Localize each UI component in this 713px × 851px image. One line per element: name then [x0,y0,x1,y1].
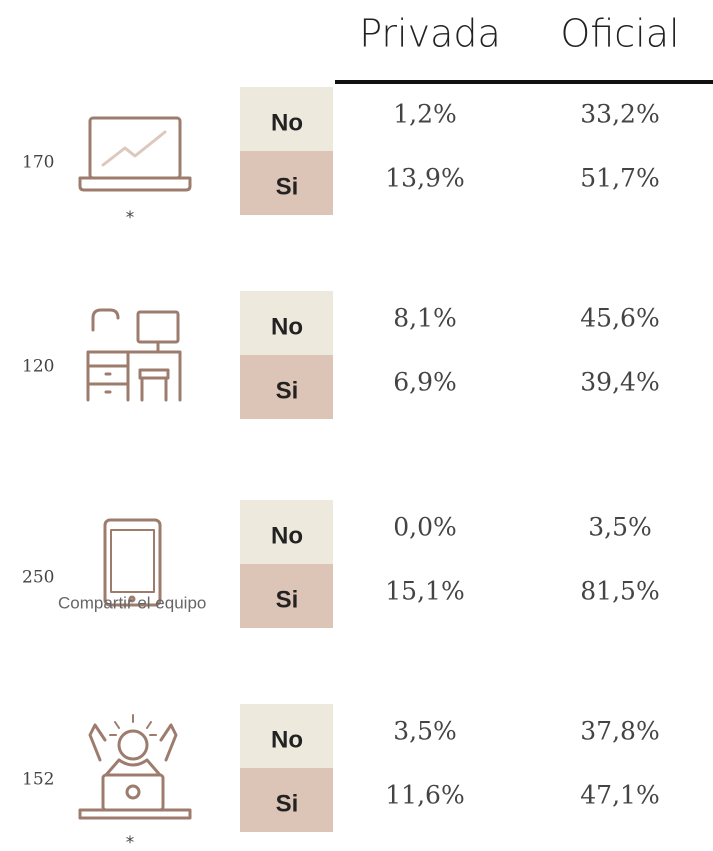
cell-value: 3,5% [393,717,457,746]
row-label-box [240,500,333,564]
group-number: 152 [22,770,54,790]
group-number: 250 [22,568,54,588]
row-label: No [271,313,303,340]
row-label: Si [276,377,299,404]
row-label: No [271,726,303,753]
person-icon [78,714,192,820]
row-label: No [271,522,303,549]
row-label-box [240,87,333,151]
cell-value: 11,6% [385,781,464,810]
row-label-box [240,768,333,832]
cell-value: 0,0% [393,513,457,542]
laptop-icon [78,116,192,192]
cell-value: 33,2% [580,100,659,129]
cell-value: 8,1% [393,304,457,333]
row-label: Si [276,586,299,613]
cell-value: 3,5% [588,513,652,542]
cell-value: 1,2% [393,100,457,129]
overlay-label: Compartir el equipo [58,593,206,612]
note-mark: * [126,833,135,851]
row-label-box [240,564,333,628]
group-number: 170 [22,153,54,173]
row-label: Si [276,173,299,200]
cell-value: 45,6% [580,304,659,333]
note-mark: * [126,208,135,228]
tablet-icon [103,518,162,607]
column-header: Oficial [560,12,679,56]
cell-value: 39,4% [580,368,659,397]
cell-value: 47,1% [580,781,659,810]
row-label-box [240,151,333,215]
cell-value: 13,9% [385,164,464,193]
cell-value: 51,7% [580,164,659,193]
row-label-box [240,704,333,768]
row-label-box [240,355,333,419]
column-header: Privada [359,12,501,56]
row-label-box [240,291,333,355]
cell-value: 6,9% [393,368,457,397]
desk-icon [86,308,182,402]
cell-value: 37,8% [580,717,659,746]
row-label: No [271,109,303,136]
header-rule [335,80,713,84]
cell-value: 81,5% [580,577,659,606]
cell-value: 15,1% [385,577,464,606]
group-number: 120 [22,357,54,377]
row-label: Si [276,790,299,817]
